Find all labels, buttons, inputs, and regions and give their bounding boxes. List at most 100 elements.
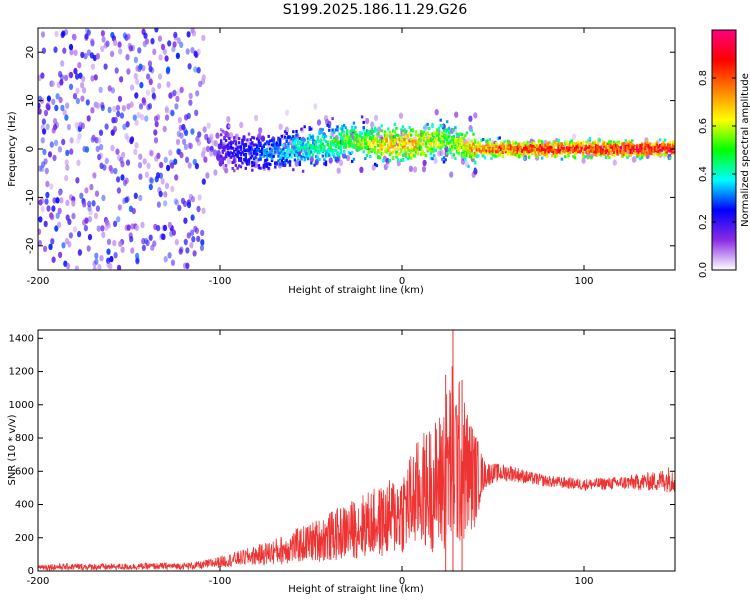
spectrogram-noise-cell (346, 154, 351, 162)
spectrogram-ridge-cell (311, 138, 315, 142)
spectrogram-ridge-cell (234, 153, 238, 157)
spectrogram-noise-cell (234, 133, 239, 140)
spectrogram-noise-cell (196, 205, 201, 213)
spectrogram-ridge-cell (362, 126, 365, 130)
spectrogram-ridge-cell (446, 128, 449, 132)
spectrogram-ridge-cell (527, 145, 531, 149)
spectrogram-noise-cell (75, 87, 80, 95)
spectrogram-ridge-cell (575, 151, 578, 155)
spectrogram-noise-cell (209, 150, 214, 157)
spectrogram-ridge-cell (365, 147, 369, 150)
spectrogram-ridge-cell (224, 139, 228, 143)
spectrogram-noise-cell (183, 238, 188, 246)
spectrogram-ridge-cell (616, 147, 619, 151)
spectrogram-noise-cell (156, 114, 161, 121)
spectrogram-noise-cell (168, 149, 173, 156)
spectrogram-ridge-cell (244, 149, 247, 153)
spectrogram-ridge-cell (509, 144, 513, 148)
spectrogram-noise-cell (65, 164, 70, 171)
spectrogram-noise-cell (69, 71, 74, 79)
spectrogram-noise-cell (94, 137, 99, 144)
spectrogram-noise-cell (52, 118, 58, 125)
spectrogram-ridge-cell (346, 132, 349, 136)
spectrogram-ridge-cell (293, 146, 297, 149)
spectrogram-ridge-cell (421, 149, 424, 153)
spectrogram-ridge-cell (593, 146, 596, 150)
spectrogram-ridge-cell (277, 151, 280, 155)
spectrogram-ridge-cell (473, 145, 477, 149)
spectrogram-ridge-cell (257, 158, 261, 162)
spectrogram-ridge-cell (501, 143, 505, 146)
spectrogram-ridge-cell (374, 138, 377, 142)
spectrogram-noise-cell (213, 140, 218, 147)
spectrogram-noise-cell (150, 67, 155, 74)
spectrogram-noise-cell (133, 148, 138, 155)
spectrogram-ridge-cell (277, 144, 280, 147)
spectrogram-ridge-cell (500, 145, 503, 149)
spectrogram-noise-cell (58, 96, 63, 104)
spectrogram-ridge-cell (473, 161, 477, 165)
spectrogram-ridge-cell (488, 150, 491, 154)
spectrogram-ridge-cell (392, 138, 395, 142)
spectrogram-noise-cell (98, 129, 104, 136)
spectrogram-ridge-cell (249, 156, 252, 160)
spectrogram-ridge-cell (410, 146, 413, 150)
spectrogram-ridge-cell (491, 144, 495, 148)
spectrogram-ridge-cell (339, 150, 342, 154)
spectrogram-noise-cell (140, 221, 145, 229)
spectrogram-ridge-cell (550, 142, 554, 146)
spectrogram-ridge-cell (585, 144, 588, 148)
spectrogram-noise-cell (164, 114, 170, 121)
spectrogram-ridge-cell (288, 160, 292, 164)
spectrogram-ridge-cell (360, 146, 364, 150)
spectrogram-y-tick-label: 10 (25, 94, 36, 107)
spectrogram-ridge-cell (233, 136, 236, 140)
spectrogram-ridge-cell (287, 147, 290, 151)
spectrogram-ridge-cell (344, 140, 347, 143)
spectrogram-ridge-cell (465, 131, 469, 135)
spectrogram-ridge-cell (390, 151, 393, 155)
spectrogram-ridge-cell (583, 144, 586, 148)
spectrogram-noise-cell (62, 109, 67, 116)
spectrogram-ridge-cell (451, 145, 454, 149)
spectrogram-ridge-cell (518, 143, 521, 147)
spectrogram-ridge-cell (490, 143, 493, 147)
spectrogram-ridge-cell (279, 151, 282, 155)
spectrogram-ridge-cell (626, 153, 629, 157)
spectrogram-ridge-cell (455, 145, 459, 149)
spectrogram-noise-cell (194, 227, 200, 234)
spectrogram-ridge-cell (465, 144, 469, 148)
spectrogram-noise-cell (160, 43, 166, 51)
spectrogram-noise-cell (137, 47, 142, 54)
spectrogram-noise-cell (163, 191, 168, 198)
spectrogram-ridge-cell (539, 148, 542, 152)
spectrogram-ridge-cell (657, 153, 660, 157)
spectrogram-ridge-cell (279, 156, 282, 159)
spectrogram-noise-cell (370, 121, 375, 128)
spectrogram-noise-cell (125, 159, 131, 166)
spectrogram-ridge-cell (382, 159, 385, 163)
spectrogram-ridge-cell (318, 144, 321, 148)
spectrogram-ridge-cell (667, 143, 670, 147)
spectrogram-noise-cell (408, 165, 413, 172)
spectrogram-ridge-cell (624, 145, 627, 148)
spectrogram-ridge-cell (331, 128, 334, 132)
spectrogram-noise-cell (120, 174, 125, 181)
spectrogram-ridge-cell (446, 152, 449, 155)
spectrogram-noise-cell (51, 256, 56, 263)
spectrogram-ridge-cell (478, 149, 482, 153)
spectrogram-noise-cell (365, 117, 370, 125)
spectrogram-ridge-cell (265, 147, 269, 151)
spectrogram-noise-cell (95, 102, 100, 109)
spectrogram-ridge-cell (519, 142, 523, 146)
spectrogram-noise-cell (434, 109, 439, 116)
spectrogram-ridge-cell (329, 140, 333, 144)
spectrogram-ridge-cell (256, 149, 259, 153)
spectrogram-ridge-cell (626, 148, 629, 152)
spectrogram-ridge-cell (588, 144, 591, 148)
spectrogram-noise-cell (195, 90, 200, 97)
spectrogram-ridge-cell (509, 147, 513, 151)
spectrogram-ridge-cell (295, 144, 298, 148)
spectrogram-noise-cell (97, 137, 102, 144)
spectrogram-ridge-cell (470, 143, 473, 147)
